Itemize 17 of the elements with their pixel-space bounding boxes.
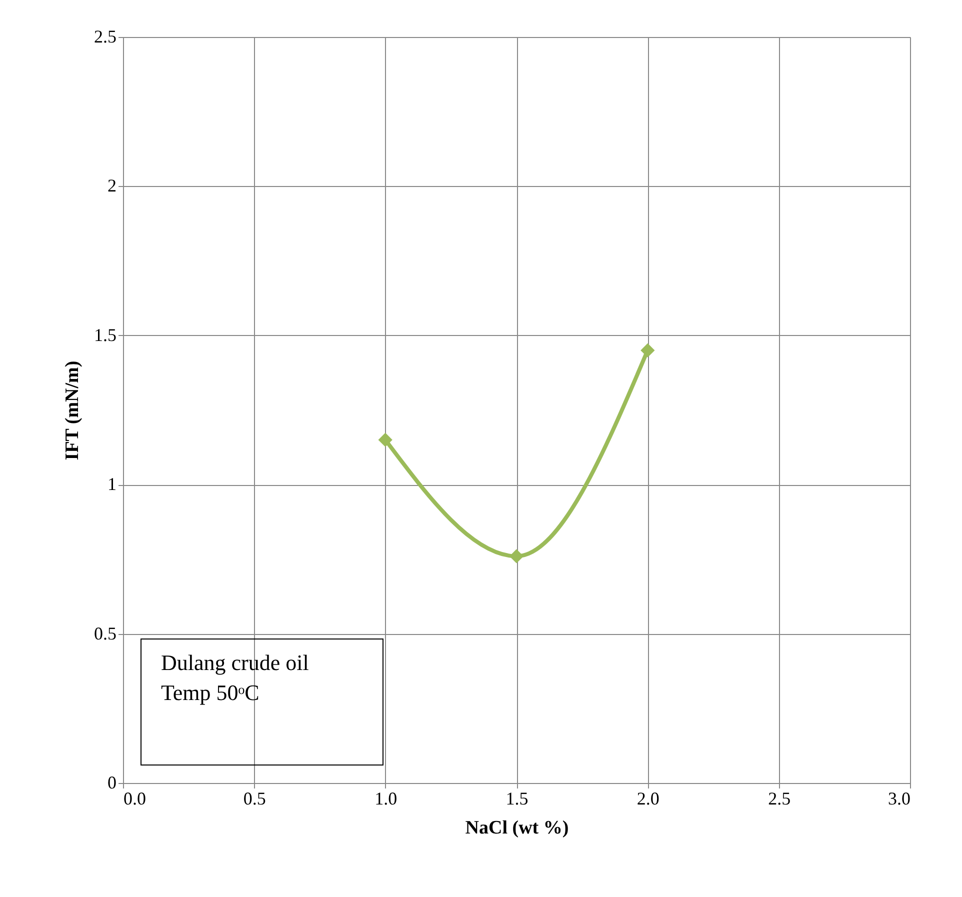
y-tick-label: 1.5 <box>94 324 116 345</box>
y-tick-label: 0.5 <box>94 623 116 644</box>
x-tick-label: 1.0 <box>374 788 398 808</box>
y-axis-title: IFT (mN/m) <box>62 360 83 460</box>
annotation: Temp 50ᵒC <box>161 680 260 705</box>
x-tick-label: 2.0 <box>636 788 660 808</box>
x-tick-label: 3.0 <box>888 788 910 808</box>
y-tick-label: 1 <box>108 474 116 494</box>
x-tick-label: 2.5 <box>768 788 791 808</box>
x-tick-label: 0.0 <box>124 788 146 808</box>
x-tick-label: 1.5 <box>506 788 528 808</box>
x-axis-title: NaCl (wt %) <box>465 818 569 838</box>
x-tick-label: 0.5 <box>243 788 266 808</box>
y-tick-label: 2.5 <box>94 26 116 46</box>
y-tick-label: 0 <box>108 772 116 792</box>
y-tick-label: 2 <box>108 176 116 196</box>
annotation: Dulang crude oil <box>161 650 309 675</box>
